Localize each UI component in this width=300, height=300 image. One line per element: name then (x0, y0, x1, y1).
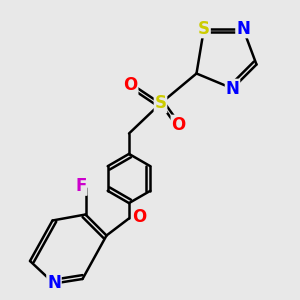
Text: S: S (154, 94, 166, 112)
Text: O: O (171, 116, 186, 134)
Text: N: N (47, 274, 61, 292)
Text: O: O (123, 76, 138, 94)
Text: N: N (236, 20, 250, 38)
Text: F: F (75, 177, 87, 195)
Text: O: O (132, 208, 147, 226)
Text: S: S (198, 20, 210, 38)
Text: N: N (226, 80, 239, 98)
